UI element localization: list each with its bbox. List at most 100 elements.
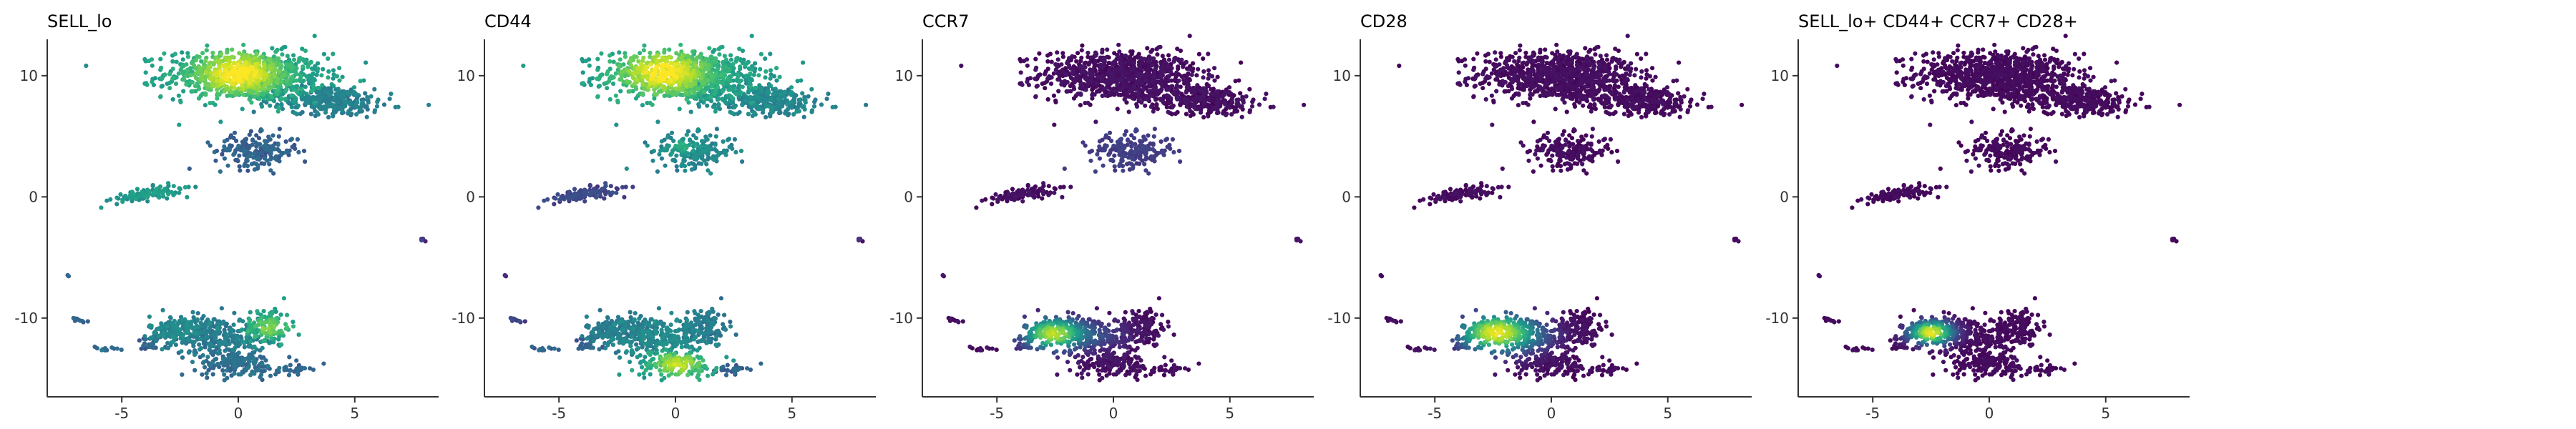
cell-point (597, 84, 602, 89)
cell-point (160, 347, 165, 352)
cell-point (572, 192, 577, 197)
cell-point (236, 143, 241, 149)
cell-point (213, 357, 218, 362)
cell-point (731, 96, 736, 101)
cell-point (247, 79, 252, 84)
cell-point (242, 163, 247, 169)
cell-point (657, 320, 663, 326)
panel-title: CCR7 (922, 11, 969, 31)
cell-point (288, 62, 293, 67)
cell-point (731, 61, 736, 67)
cell-point (585, 323, 591, 329)
cell-point (705, 373, 711, 378)
cell-point (180, 372, 185, 378)
cell-point (251, 109, 256, 114)
cell-point (650, 158, 655, 163)
cell-point (255, 152, 260, 157)
cell-point (180, 324, 185, 329)
cell-point (203, 345, 208, 350)
y-tick-label: 10 (20, 67, 38, 84)
cell-point (176, 331, 181, 336)
cell-point (615, 336, 620, 341)
cell-point (275, 81, 280, 86)
cell-point (591, 338, 596, 343)
cell-point (749, 34, 754, 39)
cell-point (625, 339, 630, 344)
cell-point (1238, 91, 1243, 96)
cell-point (258, 354, 263, 359)
cell-point (785, 102, 790, 107)
cell-point (1136, 309, 1141, 314)
cell-point (275, 77, 280, 82)
cell-point (162, 187, 167, 192)
cell-point (381, 102, 387, 107)
cell-point (185, 54, 190, 59)
cell-point (600, 187, 605, 192)
cell-point (738, 90, 743, 95)
cell-point (150, 336, 155, 341)
cell-point (619, 69, 625, 74)
cell-point (664, 355, 670, 360)
cell-points (65, 34, 431, 383)
cell-point (596, 323, 601, 329)
cell-point (294, 89, 299, 94)
cell-point (290, 74, 295, 79)
cell-point (587, 63, 592, 68)
cell-point (114, 346, 119, 351)
cell-point (637, 372, 642, 377)
cell-point (312, 100, 317, 106)
cell-point (282, 368, 287, 373)
cell-point (202, 330, 207, 335)
cell-point (668, 322, 673, 327)
cell-point (337, 94, 342, 99)
cell-point (670, 150, 675, 155)
cell-point (259, 150, 264, 155)
cell-point (826, 92, 831, 97)
cell-point (631, 326, 636, 331)
cell-point (238, 168, 243, 173)
cell-point (735, 56, 740, 61)
cell-point (659, 372, 664, 377)
cell-point (657, 152, 662, 157)
cell-point (272, 323, 277, 329)
cell-point (301, 64, 306, 69)
cell-point (152, 189, 157, 194)
cell-point (326, 75, 331, 80)
cell-point (603, 183, 608, 189)
cell-point (323, 110, 328, 115)
cell-point (714, 127, 720, 132)
cell-point (634, 77, 640, 82)
cell-point (679, 345, 684, 350)
cell-point (289, 93, 294, 98)
cell-point (354, 112, 359, 117)
cell-point (346, 92, 351, 97)
cell-point (170, 340, 175, 345)
cell-point (723, 57, 729, 62)
cell-point (291, 320, 296, 325)
cell-point (220, 356, 225, 362)
cell-point (294, 72, 299, 77)
cell-point (340, 74, 345, 79)
cell-point (624, 349, 629, 354)
cell-point (253, 324, 258, 329)
cell-point (234, 337, 240, 342)
cell-point (769, 72, 774, 77)
cell-point (258, 69, 263, 74)
cell-point (227, 341, 232, 346)
cell-point (273, 372, 278, 377)
cell-point (426, 102, 431, 107)
cell-point (650, 102, 655, 107)
cell-point (717, 107, 723, 112)
cell-point (723, 64, 728, 69)
cell-point (199, 69, 204, 74)
cell-point (686, 373, 691, 378)
cell-point (154, 338, 159, 344)
cell-point (215, 361, 220, 367)
cell-point (716, 151, 721, 156)
cell-point (623, 54, 628, 59)
cell-point (205, 334, 210, 339)
cell-point (260, 326, 265, 331)
cell-point (595, 94, 600, 99)
cell-point (708, 171, 713, 176)
cell-point (588, 345, 593, 350)
